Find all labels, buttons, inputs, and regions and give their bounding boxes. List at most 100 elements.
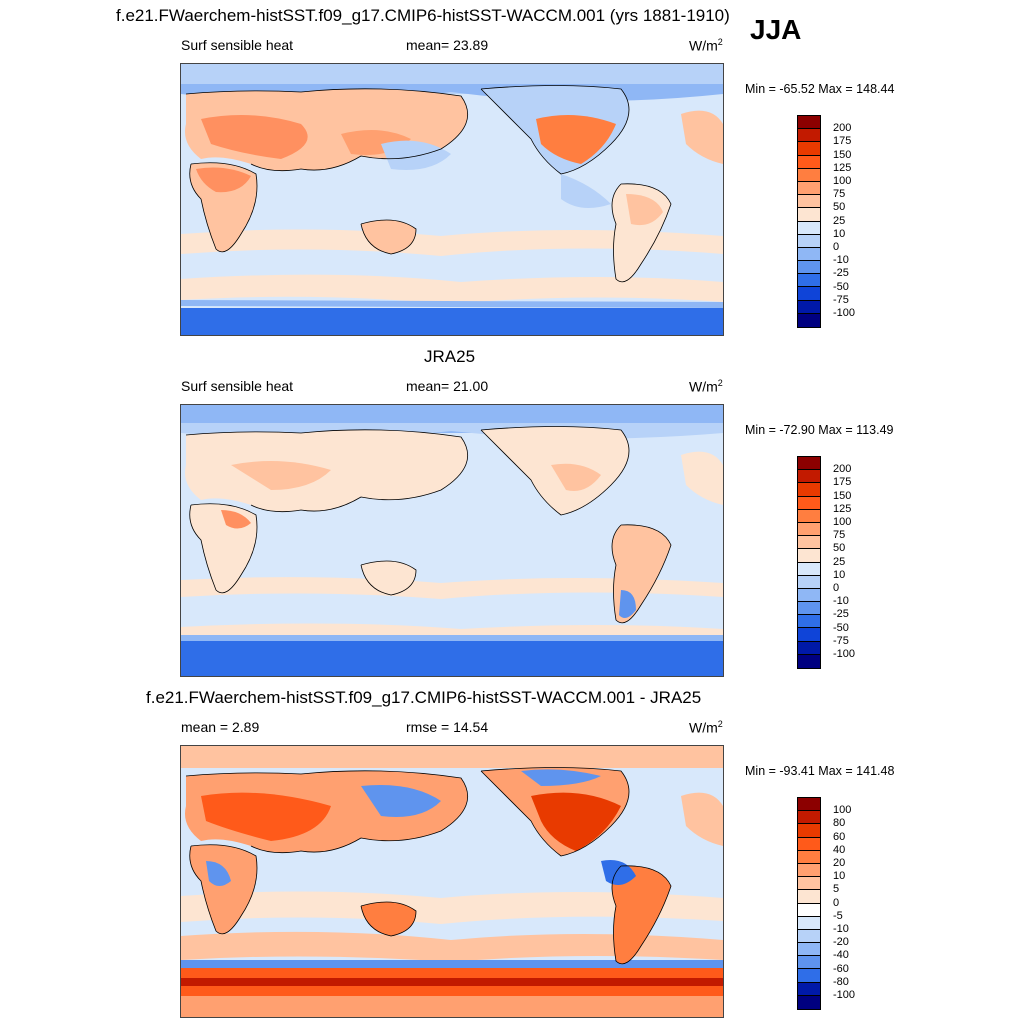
colorbar-tick-label: 100 [833,804,852,817]
colorbar-swatch [798,890,820,904]
panel3-rmse-label: rmse = 14.54 [406,719,489,735]
colorbar-swatch [798,522,820,537]
panel3-units-label: W/m2 [689,719,723,736]
colorbar-swatch [798,602,820,616]
colorbar-swatch [798,274,820,288]
colorbar-tick-label: -60 [833,962,849,975]
colorbar-swatch [798,142,820,156]
panel1-map [180,63,724,336]
colorbar-swatch [798,615,820,629]
colorbar-swatch [798,903,820,917]
colorbar-tick-label: 100 [833,175,852,187]
colorbar-swatch [798,221,820,235]
colorbar-tick-label: 40 [833,843,846,856]
colorbar-swatch [798,943,820,957]
colorbar-tick-label: -10 [833,595,849,608]
panel2-mean-label: mean= 21.00 [406,378,489,394]
colorbar-tick-label: 0 [833,896,840,909]
panel3-minmax-label: Min = -93.41 Max = 141.48 [745,764,895,778]
panel1-title: f.e21.FWaerchem-histSST.f09_g17.CMIP6-hi… [116,6,730,25]
colorbar-tick-label: 150 [833,148,852,161]
colorbar-swatch [798,181,820,196]
colorbar-swatch [798,234,820,248]
colorbar-tick-label: 75 [833,529,846,542]
colorbar-swatch [798,155,820,169]
colorbar-tick-label: 5 [833,883,840,896]
colorbar-tick-label: 75 [833,188,846,201]
colorbar-tick-label: 175 [833,476,852,489]
panel1-units-label: W/m2 [689,37,723,54]
colorbar-tick-label: 50 [833,201,846,214]
panel1-mean-label: mean= 23.89 [406,37,489,53]
panel3-colorbar [797,797,821,1010]
season-label: JJA [750,14,802,45]
colorbar-swatch [798,811,820,825]
colorbar-tick-label: -75 [833,293,849,306]
colorbar-tick-label: 175 [833,135,852,148]
colorbar-swatch [798,628,820,642]
colorbar-swatch [798,313,820,327]
panel1-variable-label: Surf sensible heat [181,37,294,53]
colorbar-tick-label: -40 [833,949,849,962]
colorbar-tick-label: 20 [833,857,846,869]
colorbar-tick-label: 10 [833,227,846,240]
colorbar-swatch [798,654,820,668]
colorbar-swatch [798,300,820,314]
colorbar-swatch [798,863,820,878]
colorbar-tick-label: 80 [833,817,846,830]
panel2-title: JRA25 [424,347,476,366]
colorbar-swatch [798,824,820,838]
colorbar-swatch [798,195,820,209]
colorbar-tick-label: -25 [833,267,849,280]
colorbar-swatch [798,929,820,944]
colorbar-swatch [798,641,820,655]
colorbar-tick-label: 200 [833,463,852,476]
colorbar-swatch [798,261,820,275]
colorbar-swatch [798,129,820,143]
colorbar-tick-label: -5 [833,909,843,922]
colorbar-swatch [798,208,820,222]
colorbar-tick-label: 125 [833,502,852,515]
colorbar-tick-label: 10 [833,568,846,581]
colorbar-swatch [798,916,820,930]
panel2-variable-label: Surf sensible heat [181,378,294,394]
colorbar-tick-label: -10 [833,923,849,935]
colorbar-tick-label: -100 [833,989,856,1001]
colorbar-tick-label: 125 [833,161,852,174]
colorbar-tick-label: 200 [833,122,852,135]
colorbar-swatch [798,470,820,484]
colorbar-swatch [798,969,820,983]
colorbar-swatch [798,995,820,1009]
colorbar-tick-label: -20 [833,936,849,949]
colorbar-tick-label: 150 [833,489,852,502]
colorbar-tick-label: -100 [833,307,856,319]
colorbar-tick-label: -80 [833,975,849,988]
colorbar-swatch [798,483,820,497]
colorbar-swatch [798,496,820,510]
colorbar-swatch [798,457,820,471]
colorbar-tick-label: -10 [833,254,849,267]
panel3-title: f.e21.FWaerchem-histSST.f09_g17.CMIP6-hi… [146,688,702,707]
colorbar-tick-label: -100 [833,648,856,660]
colorbar-tick-label: 50 [833,542,846,555]
colorbar-swatch [798,562,820,576]
colorbar-swatch [798,287,820,301]
colorbar-swatch [798,509,820,523]
panel1-minmax-label: Min = -65.52 Max = 148.44 [745,82,895,96]
colorbar-swatch [798,798,820,812]
panel3-mean-label: mean = 2.89 [181,719,260,735]
colorbar-tick-label: 25 [833,214,846,227]
colorbar-swatch [798,877,820,891]
colorbar-swatch [798,168,820,182]
panel2-colorbar [797,456,821,669]
panel3-map [180,745,724,1018]
colorbar-swatch [798,247,820,262]
panel2-minmax-label: Min = -72.90 Max = 113.49 [745,423,894,437]
panel2-map [180,404,724,677]
colorbar-tick-label: -75 [833,634,849,647]
colorbar-tick-label: 10 [833,870,846,883]
colorbar-tick-label: -50 [833,621,849,634]
colorbar-tick-label: -25 [833,608,849,621]
colorbar-tick-label: -50 [833,280,849,293]
colorbar-tick-label: 25 [833,555,846,568]
